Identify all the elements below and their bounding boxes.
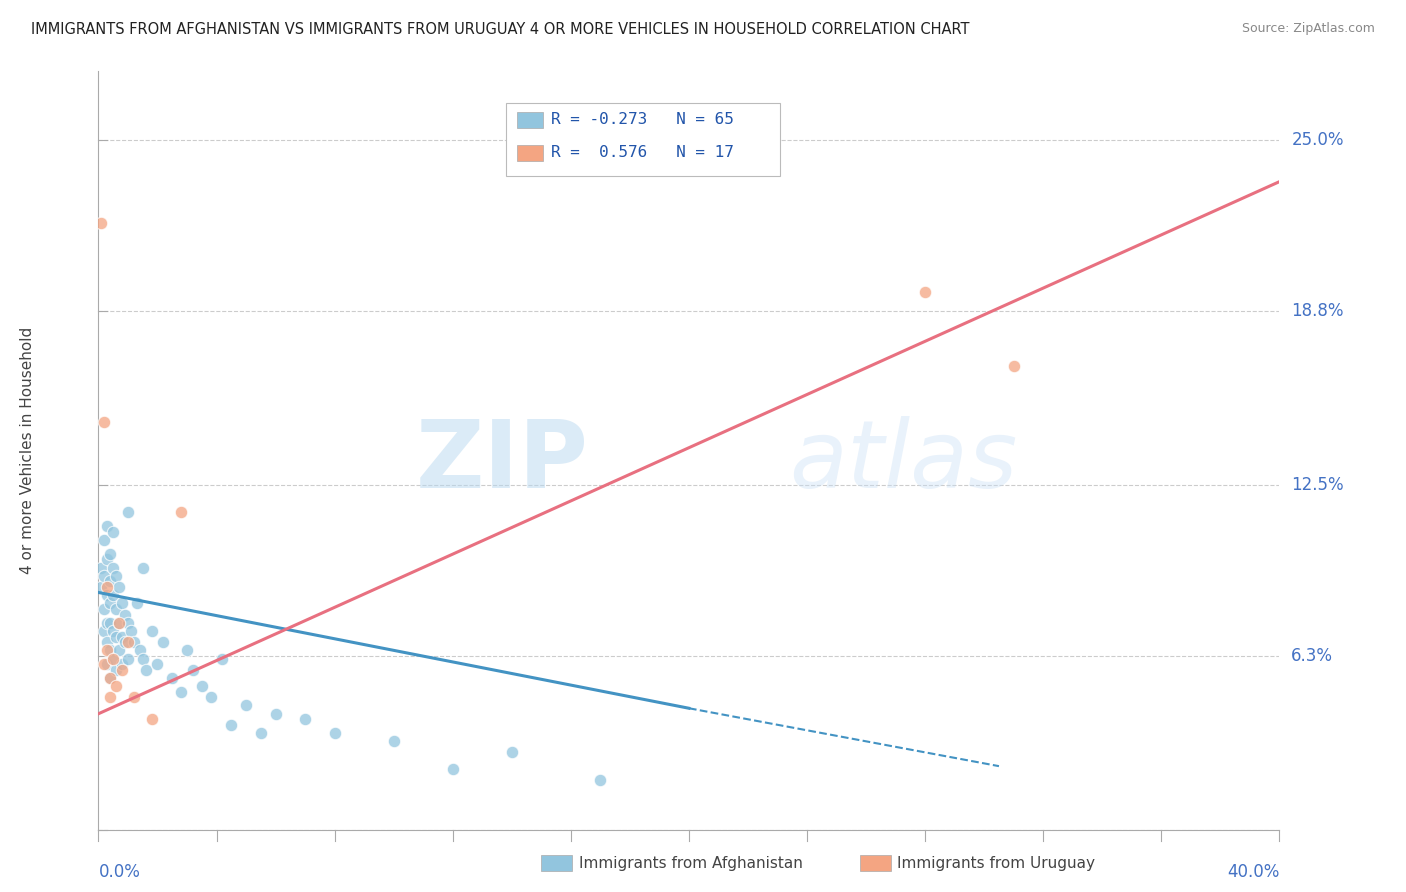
Text: IMMIGRANTS FROM AFGHANISTAN VS IMMIGRANTS FROM URUGUAY 4 OR MORE VEHICLES IN HOU: IMMIGRANTS FROM AFGHANISTAN VS IMMIGRANT… xyxy=(31,22,969,37)
Point xyxy=(128,643,150,657)
Point xyxy=(117,506,139,520)
Text: ZIP: ZIP xyxy=(416,416,589,508)
Point xyxy=(111,663,134,677)
Point xyxy=(108,615,131,630)
Point xyxy=(98,671,121,685)
Text: R = -0.273   N = 65: R = -0.273 N = 65 xyxy=(551,112,734,127)
Text: 12.5%: 12.5% xyxy=(1291,476,1344,494)
Point xyxy=(117,635,139,649)
Text: atlas: atlas xyxy=(789,417,1018,508)
Point xyxy=(117,651,139,665)
Point xyxy=(90,580,112,594)
Point xyxy=(98,574,121,589)
Point xyxy=(98,615,121,630)
Point xyxy=(96,580,118,594)
Point xyxy=(96,588,118,602)
Point xyxy=(162,671,183,685)
Point xyxy=(93,569,115,583)
Point xyxy=(170,684,193,698)
Point xyxy=(105,630,128,644)
Point xyxy=(105,602,128,616)
Point xyxy=(93,533,115,547)
Point xyxy=(96,552,118,566)
Point xyxy=(501,745,523,759)
Point xyxy=(170,506,193,520)
Point xyxy=(105,569,128,583)
Text: Immigrants from Uruguay: Immigrants from Uruguay xyxy=(897,856,1095,871)
Point xyxy=(90,560,112,574)
Point xyxy=(98,690,121,705)
Point xyxy=(90,216,112,230)
Point xyxy=(211,651,233,665)
Text: 25.0%: 25.0% xyxy=(1291,131,1344,149)
Point xyxy=(135,663,157,677)
Point xyxy=(103,651,125,665)
Point xyxy=(914,285,936,299)
Point xyxy=(114,635,136,649)
Point xyxy=(103,624,125,638)
Point xyxy=(111,597,134,611)
Text: 4 or more Vehicles in Household: 4 or more Vehicles in Household xyxy=(20,326,35,574)
Point xyxy=(122,690,145,705)
Point xyxy=(98,671,121,685)
Point xyxy=(441,762,464,776)
Text: 0.0%: 0.0% xyxy=(98,863,141,880)
Point xyxy=(103,560,125,574)
Point xyxy=(98,547,121,561)
Point xyxy=(132,560,155,574)
Point xyxy=(96,643,118,657)
Point xyxy=(181,663,204,677)
Point xyxy=(96,635,118,649)
Point xyxy=(176,643,198,657)
Point xyxy=(146,657,169,672)
Point xyxy=(132,651,155,665)
Point xyxy=(221,718,243,732)
Point xyxy=(117,615,139,630)
Point xyxy=(93,602,115,616)
Point xyxy=(111,657,134,672)
Point xyxy=(93,624,115,638)
Point xyxy=(323,726,346,740)
Point xyxy=(125,597,148,611)
Point xyxy=(103,588,125,602)
Point xyxy=(108,643,131,657)
Point xyxy=(111,630,134,644)
Text: Source: ZipAtlas.com: Source: ZipAtlas.com xyxy=(1241,22,1375,36)
Point xyxy=(98,597,121,611)
Point xyxy=(96,615,118,630)
Text: 40.0%: 40.0% xyxy=(1227,863,1279,880)
Point xyxy=(114,607,136,622)
Text: 18.8%: 18.8% xyxy=(1291,302,1344,320)
Point xyxy=(235,698,257,713)
Point xyxy=(191,679,214,693)
Point xyxy=(120,624,142,638)
Point xyxy=(294,712,316,726)
Point xyxy=(250,726,273,740)
Point xyxy=(382,734,405,748)
Point xyxy=(103,524,125,539)
Point xyxy=(141,624,163,638)
Text: R =  0.576   N = 17: R = 0.576 N = 17 xyxy=(551,145,734,160)
Point xyxy=(141,712,163,726)
Point xyxy=(108,615,131,630)
Point xyxy=(96,519,118,533)
Point xyxy=(103,651,125,665)
Point xyxy=(200,690,222,705)
Point xyxy=(108,580,131,594)
Point xyxy=(589,772,612,787)
Point xyxy=(93,657,115,672)
Point xyxy=(264,706,287,721)
Point xyxy=(98,643,121,657)
Point xyxy=(96,657,118,672)
Point xyxy=(105,663,128,677)
Point xyxy=(93,415,115,429)
Point xyxy=(105,679,128,693)
Point xyxy=(1002,359,1025,374)
Text: 6.3%: 6.3% xyxy=(1291,647,1333,665)
Text: Immigrants from Afghanistan: Immigrants from Afghanistan xyxy=(579,856,803,871)
Point xyxy=(152,635,174,649)
Point xyxy=(122,635,145,649)
